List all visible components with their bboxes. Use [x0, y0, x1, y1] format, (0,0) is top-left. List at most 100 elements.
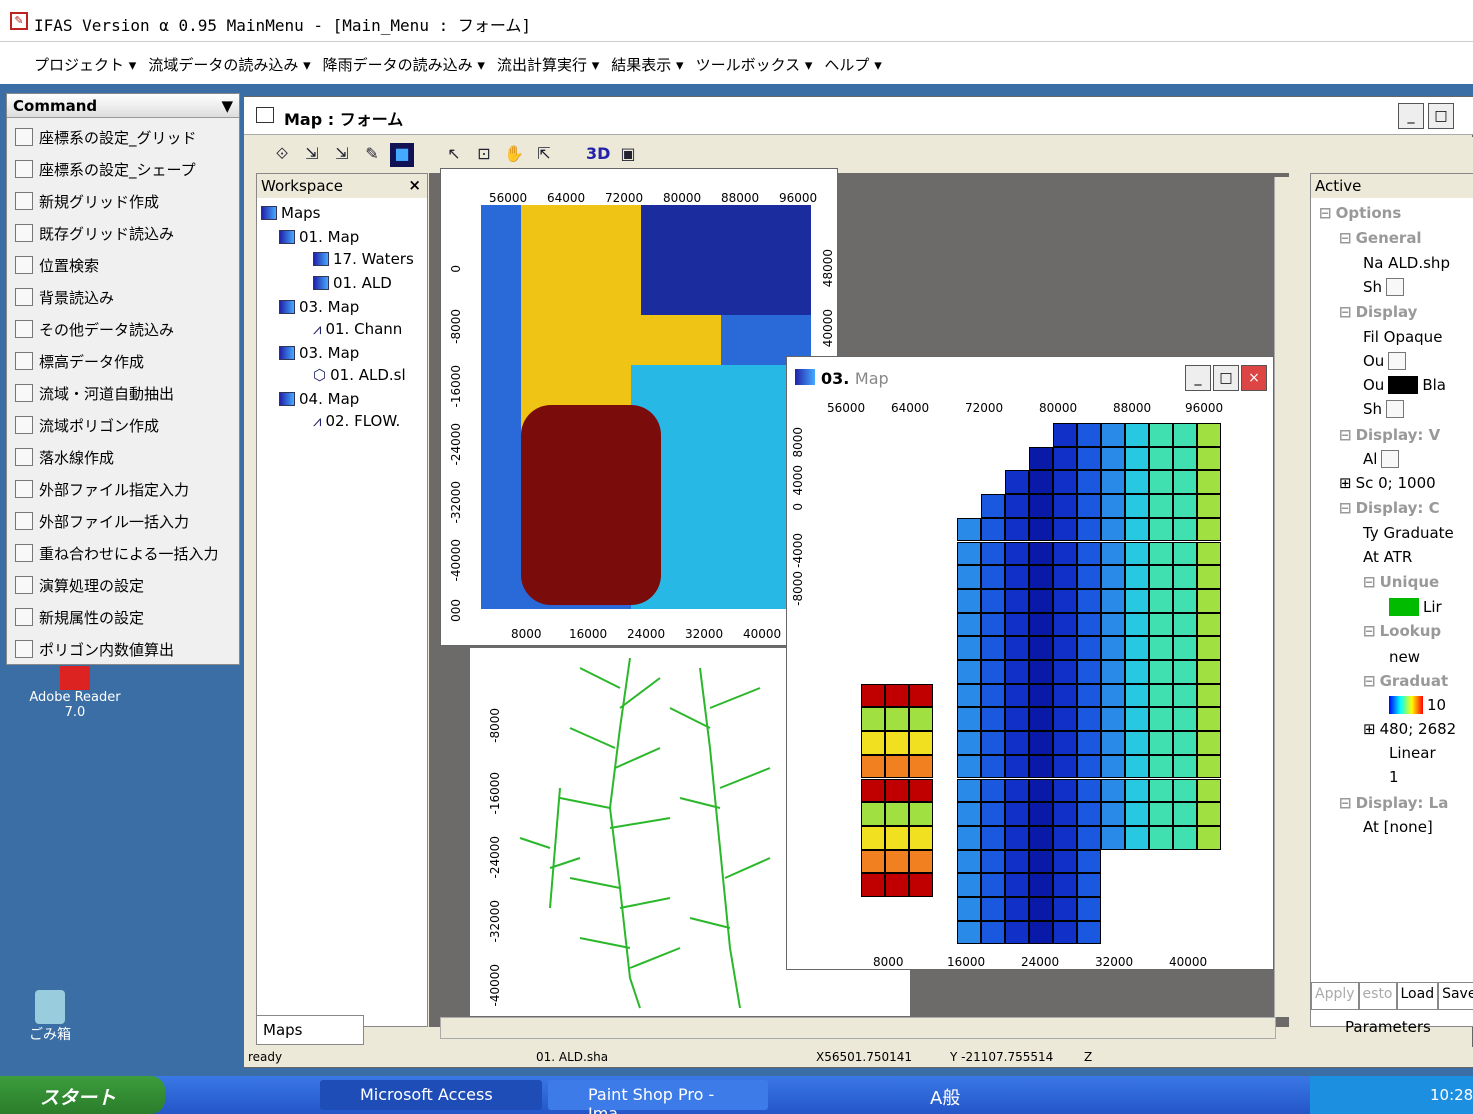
- shadow-checkbox[interactable]: [1386, 400, 1405, 418]
- save-button[interactable]: Save: [1438, 982, 1473, 1010]
- menu-project[interactable]: プロジェクト ▾: [34, 56, 137, 74]
- pan-hand-icon[interactable]: ✋: [504, 144, 524, 163]
- map01-window[interactable]: 56000 64000 72000 80000 88000 96000 8000…: [440, 168, 838, 646]
- command-checkbox[interactable]: [15, 224, 33, 242]
- command-checkbox[interactable]: [15, 512, 33, 530]
- tree-item[interactable]: 01. Map: [279, 228, 359, 246]
- show-checkbox[interactable]: [1386, 278, 1405, 296]
- command-checkbox[interactable]: [15, 288, 33, 306]
- parameters-tab[interactable]: Parameters: [1345, 1018, 1431, 1036]
- prop-name[interactable]: Na ALD.shp: [1363, 254, 1450, 272]
- command-item[interactable]: 座標系の設定_グリッド: [15, 124, 197, 150]
- dropdown-arrow-icon[interactable]: ▼: [221, 97, 233, 115]
- close-button[interactable]: ×: [1241, 365, 1267, 391]
- command-item[interactable]: 外部ファイル一括入力: [15, 508, 189, 534]
- prop-graduated[interactable]: ⊟ Graduat: [1363, 672, 1449, 690]
- command-item[interactable]: 新規属性の設定: [15, 604, 144, 630]
- prop-graduated-ramp[interactable]: 10: [1389, 696, 1446, 714]
- command-checkbox[interactable]: [15, 480, 33, 498]
- map-horizontal-scrollbar[interactable]: [440, 1017, 1276, 1039]
- load-button[interactable]: Load: [1396, 982, 1439, 1010]
- command-checkbox[interactable]: [15, 192, 33, 210]
- command-item[interactable]: 流域・河道自動抽出: [15, 380, 174, 406]
- command-item[interactable]: 外部ファイル指定入力: [15, 476, 189, 502]
- prop-outline-color[interactable]: Ou Bla: [1363, 376, 1446, 394]
- prop-always[interactable]: Al: [1363, 450, 1400, 468]
- prop-lookup-value[interactable]: new: [1389, 648, 1421, 666]
- map-vertical-scrollbar[interactable]: [1274, 177, 1296, 1017]
- tree-item[interactable]: ⬡ 01. ALD.sl: [313, 366, 406, 384]
- prop-display[interactable]: ⊟ Display: [1339, 303, 1418, 321]
- maximize-button[interactable]: □: [1428, 103, 1454, 129]
- prop-scale[interactable]: ⊞ Sc 0; 1000: [1339, 474, 1436, 492]
- command-checkbox[interactable]: [15, 160, 33, 178]
- prop-linear[interactable]: Linear: [1389, 744, 1436, 762]
- export-icon[interactable]: ▣: [620, 144, 636, 163]
- prop-display-c[interactable]: ⊟ Display: C: [1339, 499, 1440, 517]
- apply-button[interactable]: Apply: [1311, 982, 1359, 1010]
- zoom-extent-icon[interactable]: ⇱: [537, 144, 551, 163]
- tree-item[interactable]: ⩘ 02. FLOW.: [313, 412, 401, 430]
- task-access[interactable]: Microsoft Access: [320, 1080, 542, 1110]
- map03-window[interactable]: 03. Map _ □ × 56000 64000 72000 80000 88…: [786, 356, 1274, 970]
- command-item[interactable]: 演算処理の設定: [15, 572, 144, 598]
- nav-icon[interactable]: ⟐: [275, 144, 289, 163]
- command-item[interactable]: 落水線作成: [15, 444, 114, 470]
- start-button[interactable]: スタート: [0, 1076, 165, 1114]
- map-icon[interactable]: ■: [390, 143, 414, 167]
- zoom-box-icon[interactable]: ⊡: [477, 144, 491, 163]
- tree-item[interactable]: ⩘ 01. Chann: [313, 320, 403, 338]
- prop-unique[interactable]: ⊟ Unique: [1363, 573, 1440, 591]
- tree-item[interactable]: 17. Waters: [313, 250, 414, 268]
- workspace-maps-tab[interactable]: Maps: [256, 1015, 364, 1045]
- command-checkbox[interactable]: [15, 352, 33, 370]
- prop-lookup[interactable]: ⊟ Lookup: [1363, 622, 1442, 640]
- tree-item[interactable]: 01. ALD: [313, 274, 392, 292]
- menu-help[interactable]: ヘルプ ▾: [824, 56, 882, 74]
- prop-label-attr[interactable]: At [none]: [1363, 818, 1433, 836]
- edit-icon[interactable]: ✎: [365, 144, 379, 163]
- workspace-close-icon[interactable]: ×: [408, 176, 421, 194]
- prop-shadow[interactable]: Sh: [1363, 400, 1405, 418]
- command-item[interactable]: 既存グリッド読込み: [15, 220, 174, 246]
- minimize-button[interactable]: _: [1185, 365, 1211, 391]
- add-layer2-icon[interactable]: ⇲: [335, 144, 349, 163]
- command-checkbox[interactable]: [15, 448, 33, 466]
- tree-item[interactable]: 03. Map: [279, 344, 359, 362]
- prop-attr[interactable]: At ATR: [1363, 548, 1413, 566]
- always-checkbox[interactable]: [1381, 450, 1400, 468]
- command-checkbox[interactable]: [15, 576, 33, 594]
- command-checkbox[interactable]: [15, 384, 33, 402]
- command-item[interactable]: 新規グリッド作成: [15, 188, 159, 214]
- desktop-adobe-reader-icon[interactable]: Adobe Reader 7.0: [20, 666, 130, 736]
- 3d-view-icon[interactable]: 3D: [586, 144, 611, 163]
- restore-button[interactable]: esto: [1358, 982, 1397, 1010]
- command-checkbox[interactable]: [15, 416, 33, 434]
- command-checkbox[interactable]: [15, 256, 33, 274]
- command-item[interactable]: その他データ読込み: [15, 316, 174, 342]
- add-layer-icon[interactable]: ⇲: [305, 144, 319, 163]
- prop-display-la[interactable]: ⊟ Display: La: [1339, 794, 1449, 812]
- command-item[interactable]: ポリゴン内数値算出: [15, 636, 174, 662]
- pointer-icon[interactable]: ↖: [447, 144, 461, 163]
- command-header[interactable]: Command ▼: [7, 94, 239, 118]
- task-paintshop[interactable]: Paint Shop Pro - Ima...: [548, 1080, 768, 1114]
- command-item[interactable]: 重ね合わせによる一括入力: [15, 540, 219, 566]
- command-checkbox[interactable]: [15, 640, 33, 658]
- command-checkbox[interactable]: [15, 608, 33, 626]
- command-checkbox[interactable]: [15, 320, 33, 338]
- prop-one[interactable]: 1: [1389, 768, 1399, 786]
- desktop-trash-icon[interactable]: ごみ箱: [20, 990, 80, 1060]
- prop-fill[interactable]: Fil Opaque: [1363, 328, 1443, 346]
- menu-toolbox[interactable]: ツールボックス ▾: [695, 56, 813, 74]
- minimize-button[interactable]: _: [1398, 103, 1424, 129]
- menu-basin-data[interactable]: 流域データの読み込み ▾: [148, 56, 311, 74]
- prop-show[interactable]: Sh: [1363, 278, 1405, 296]
- outline-checkbox[interactable]: [1388, 352, 1407, 370]
- menu-runoff-calc[interactable]: 流出計算実行 ▾: [496, 56, 600, 74]
- command-item[interactable]: 座標系の設定_シェープ: [15, 156, 196, 182]
- tree-item[interactable]: 04. Map: [279, 390, 359, 408]
- ime-indicator[interactable]: A般: [930, 1088, 961, 1109]
- tree-item[interactable]: Maps: [261, 204, 320, 222]
- command-checkbox[interactable]: [15, 128, 33, 146]
